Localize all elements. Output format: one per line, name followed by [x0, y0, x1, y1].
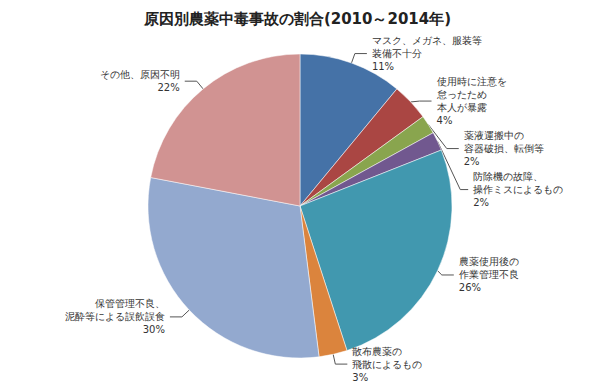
- svg-text:飛散によるもの: 飛散によるもの: [352, 359, 422, 370]
- svg-text:防除機の故障、: 防除機の故障、: [473, 171, 543, 182]
- svg-text:その他、原因不明: その他、原因不明: [100, 69, 180, 80]
- svg-text:農薬使用後の: 農薬使用後の: [459, 256, 519, 267]
- svg-text:泥酔等による誤飲誤食: 泥酔等による誤飲誤食: [65, 311, 165, 322]
- svg-text:22%: 22%: [158, 82, 180, 93]
- svg-text:マスク、メガネ、服装等: マスク、メガネ、服装等: [372, 35, 482, 46]
- svg-text:原因別農薬中毒事故の割合(2010～2014年): 原因別農薬中毒事故の割合(2010～2014年): [143, 10, 451, 28]
- svg-text:薬液運搬中の: 薬液運搬中の: [464, 130, 524, 141]
- svg-text:怠ったため: 怠ったため: [436, 89, 487, 100]
- svg-text:保管管理不良、: 保管管理不良、: [95, 298, 165, 309]
- svg-text:容器破損、転倒等: 容器破損、転倒等: [464, 143, 544, 154]
- svg-text:3%: 3%: [352, 372, 368, 383]
- svg-text:装備不十分: 装備不十分: [372, 48, 422, 59]
- svg-text:30%: 30%: [143, 324, 165, 335]
- svg-text:操作ミスによるもの: 操作ミスによるもの: [473, 184, 563, 195]
- svg-text:作業管理不良: 作業管理不良: [458, 269, 519, 280]
- svg-text:4%: 4%: [437, 115, 453, 126]
- svg-text:11%: 11%: [372, 61, 394, 72]
- svg-text:2%: 2%: [473, 197, 489, 208]
- svg-text:散布農薬の: 散布農薬の: [352, 346, 402, 357]
- svg-text:使用時に注意を: 使用時に注意を: [437, 76, 507, 87]
- svg-text:26%: 26%: [459, 282, 481, 293]
- svg-text:2%: 2%: [464, 156, 480, 167]
- svg-text:本人が暴露: 本人が暴露: [437, 102, 487, 113]
